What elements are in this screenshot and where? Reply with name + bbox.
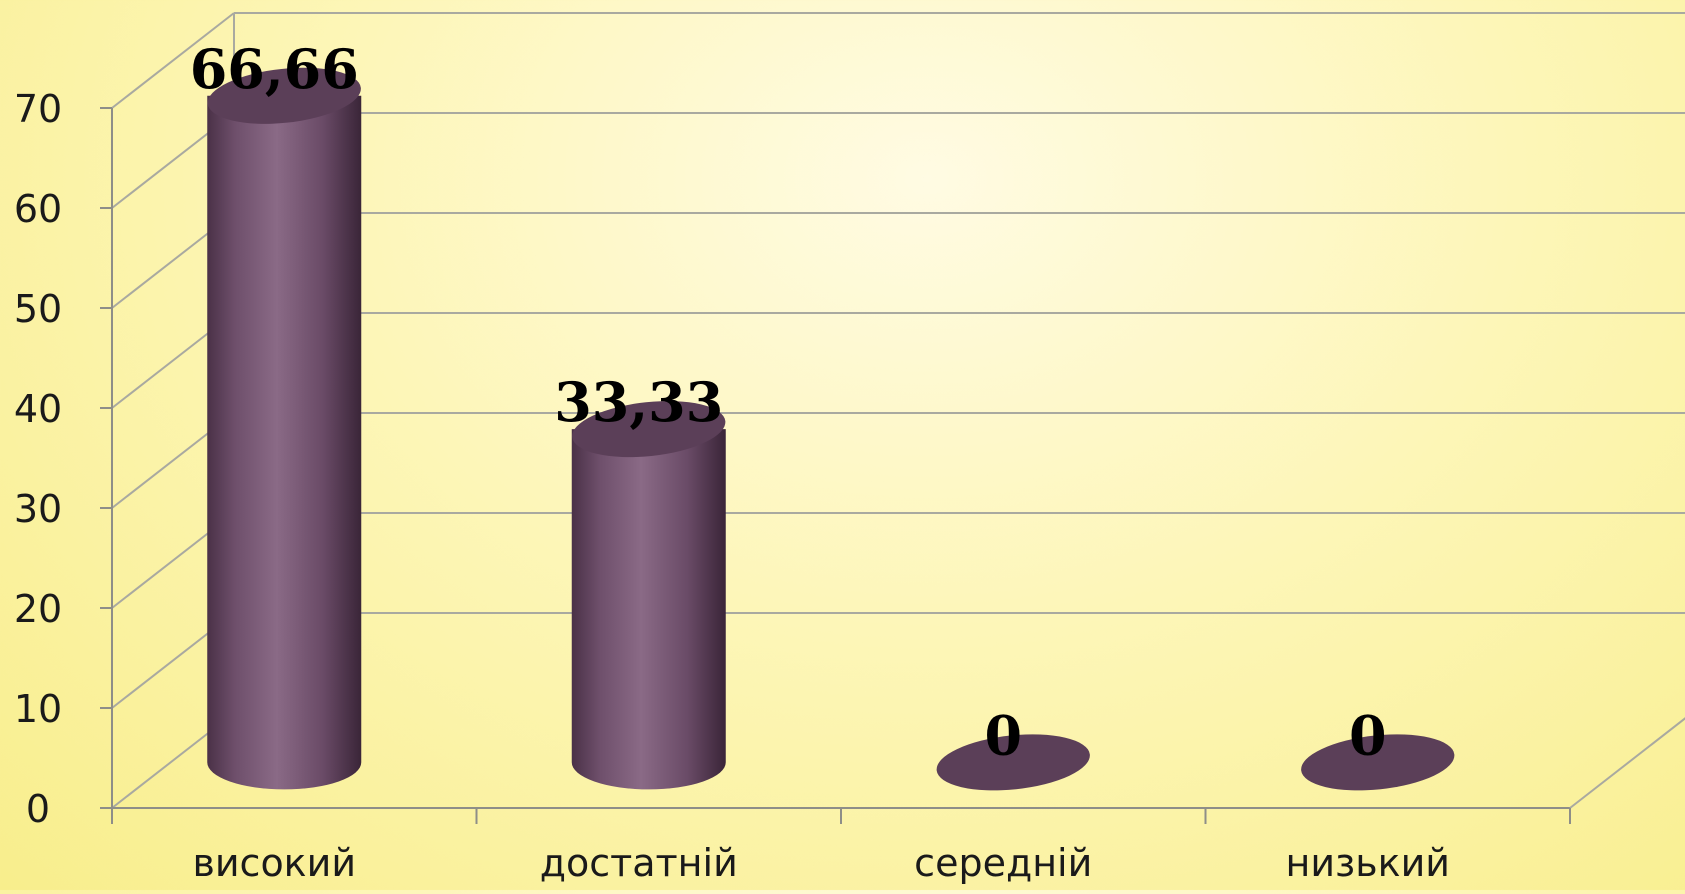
bar-body: [207, 95, 362, 790]
floor-right-edge: [1569, 717, 1685, 809]
y-tick-label: 70: [14, 87, 62, 131]
bar: [1301, 734, 1455, 791]
bar-top: [572, 401, 726, 458]
data-label: 0: [984, 703, 1022, 767]
bar-top: [936, 734, 1090, 791]
data-label: 0: [1349, 703, 1387, 767]
x-category-label: достатній: [540, 841, 738, 885]
x-category-label: середній: [914, 841, 1092, 885]
x-category-label: низький: [1286, 841, 1451, 885]
y-tick-label: 40: [14, 387, 62, 431]
grid-layer: [111, 12, 1685, 809]
bar-top: [207, 67, 361, 124]
axis-layer: 0 10 20 30 40 50 60 70 високий достатній середній н…: [14, 87, 1685, 885]
data-label: 66,66: [190, 37, 359, 101]
bar: [936, 734, 1090, 791]
y-tick-label: 10: [14, 687, 62, 731]
bar-body: [571, 429, 726, 790]
x-category-label: високий: [192, 841, 356, 885]
label-layer: 66,66 33,33 0 0: [190, 37, 1387, 768]
bar-layer: [207, 67, 1455, 791]
data-label: 33,33: [554, 370, 723, 434]
y-tick-label: 20: [14, 587, 62, 631]
y-tick-label: 50: [14, 287, 62, 331]
bar: [571, 401, 726, 790]
y-tick-label: 0: [26, 787, 50, 831]
bar: [207, 67, 362, 790]
y-tick-label: 30: [14, 487, 62, 531]
side-gridline: [111, 12, 235, 109]
y-tick-label: 60: [14, 187, 62, 231]
bar-top: [1301, 734, 1455, 791]
